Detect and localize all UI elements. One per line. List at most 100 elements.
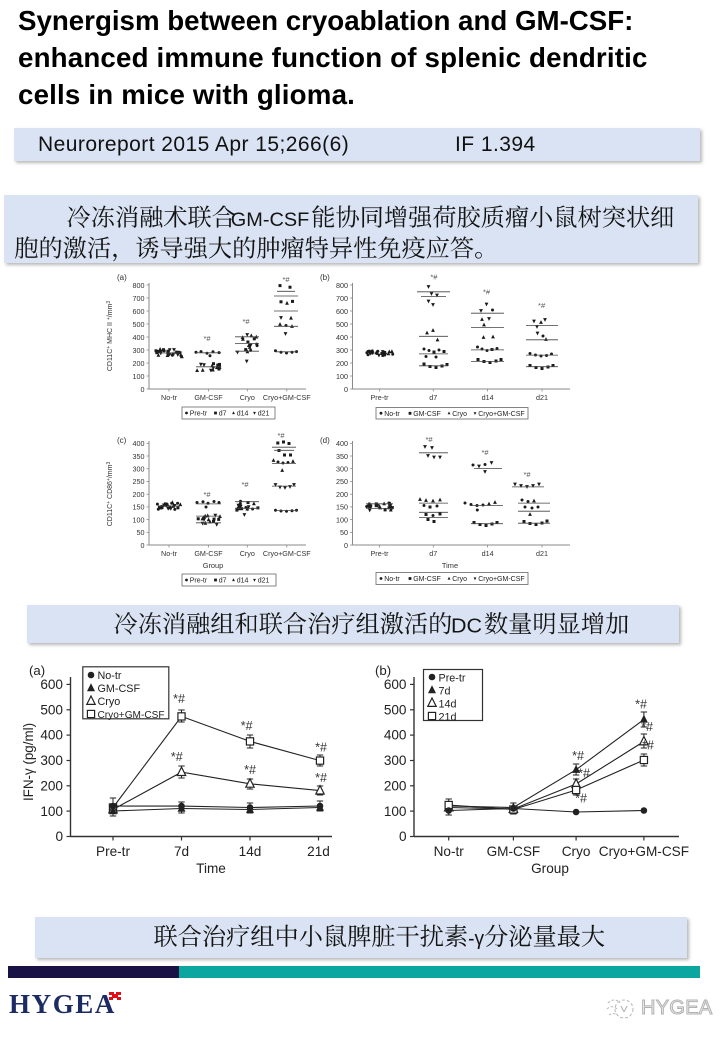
svg-text:*#: *#	[277, 431, 285, 440]
svg-text:400: 400	[133, 439, 145, 448]
svg-text:*#: *#	[203, 490, 211, 499]
svg-text:400: 400	[40, 728, 63, 743]
svg-text:600: 600	[40, 677, 63, 692]
svg-text:(b): (b)	[320, 273, 330, 282]
svg-text:0: 0	[55, 829, 63, 844]
svg-text:Group: Group	[203, 561, 224, 570]
svg-text:500: 500	[40, 702, 63, 717]
svg-text:d7: d7	[219, 411, 227, 418]
svg-text:GM-CSF: GM-CSF	[413, 576, 441, 583]
svg-text:No-tr: No-tr	[98, 670, 122, 682]
svg-text:14d: 14d	[239, 844, 262, 859]
svg-text:100: 100	[384, 804, 407, 819]
svg-text:(a): (a)	[117, 273, 127, 282]
svg-text:0: 0	[344, 385, 348, 394]
svg-text:GM-CSF: GM-CSF	[231, 209, 310, 231]
svg-text:21d: 21d	[439, 712, 457, 724]
svg-text:*#: *#	[481, 448, 489, 457]
svg-text:*#: *#	[241, 480, 249, 489]
svg-text:Cryo+GM-CSF: Cryo+GM-CSF	[478, 576, 524, 583]
svg-text:CD11C+ CD86+/mm3: CD11C+ CD86+/mm3	[106, 462, 114, 527]
svg-text:300: 300	[384, 753, 407, 768]
svg-text:200: 200	[384, 778, 407, 793]
svg-text:400: 400	[336, 333, 348, 342]
svg-text:50: 50	[340, 528, 348, 537]
svg-text:d14: d14	[237, 411, 249, 418]
svg-text:Time: Time	[442, 561, 458, 570]
svg-text:Cryo+GM-CSF: Cryo+GM-CSF	[98, 710, 165, 721]
svg-text:*#: *#	[242, 317, 250, 326]
svg-text:d21: d21	[258, 411, 270, 418]
svg-text:0: 0	[399, 829, 407, 844]
svg-text:700: 700	[133, 294, 145, 303]
svg-text:*#: *#	[171, 750, 183, 764]
svg-text:*#: *#	[203, 334, 211, 343]
svg-text:Group: Group	[531, 861, 569, 876]
svg-text:350: 350	[133, 452, 145, 461]
svg-text:(c): (c)	[117, 436, 127, 445]
svg-text:250: 250	[336, 477, 348, 486]
svg-text:100: 100	[336, 372, 348, 381]
svg-text:IFN-γ (pg/ml): IFN-γ (pg/ml)	[21, 723, 36, 801]
svg-text:d21: d21	[536, 549, 548, 558]
svg-text:GM-CSF: GM-CSF	[487, 844, 541, 859]
svg-text:500: 500	[133, 320, 145, 329]
svg-text:-γ: -γ	[468, 928, 484, 950]
svg-text:(b): (b)	[375, 663, 391, 678]
svg-text:600: 600	[336, 307, 348, 316]
svg-text:50: 50	[137, 528, 145, 537]
svg-text:200: 200	[133, 490, 145, 499]
svg-text:100: 100	[40, 804, 63, 819]
svg-text:Pre-tr: Pre-tr	[96, 844, 130, 859]
svg-text:100: 100	[133, 372, 145, 381]
svg-text:*#: *#	[483, 288, 491, 297]
svg-text:600: 600	[384, 677, 407, 692]
svg-text:150: 150	[336, 503, 348, 512]
svg-text:150: 150	[133, 503, 145, 512]
svg-text:d7: d7	[429, 549, 437, 558]
svg-text:14d: 14d	[439, 699, 457, 711]
svg-text:GM-CSF: GM-CSF	[98, 683, 141, 695]
svg-text:700: 700	[336, 294, 348, 303]
svg-text:*#: *#	[635, 698, 647, 712]
svg-text:400: 400	[384, 728, 407, 743]
svg-text:d7: d7	[429, 393, 437, 402]
svg-text:*#: *#	[282, 275, 290, 284]
svg-text:*#: *#	[641, 720, 653, 734]
svg-text:0: 0	[344, 541, 348, 550]
svg-text:Pre-tr: Pre-tr	[190, 578, 208, 585]
svg-text:No-tr: No-tr	[161, 393, 178, 402]
svg-text:*#: *#	[430, 273, 438, 282]
svg-text:100: 100	[133, 515, 145, 524]
svg-text:Pre-tr: Pre-tr	[439, 673, 466, 685]
svg-text:DC: DC	[451, 615, 482, 637]
svg-text:Pre-tr: Pre-tr	[371, 549, 390, 558]
svg-text:d14: d14	[482, 393, 494, 402]
svg-text:500: 500	[384, 702, 407, 717]
svg-text:*#: *#	[642, 739, 654, 753]
svg-text:*#: *#	[538, 301, 546, 310]
svg-text:d7: d7	[219, 578, 227, 585]
svg-text:GM-CSF: GM-CSF	[413, 411, 441, 418]
svg-text:(d): (d)	[320, 436, 330, 445]
svg-text:Cryo: Cryo	[240, 393, 255, 402]
svg-text:200: 200	[40, 778, 63, 793]
svg-text:*#: *#	[241, 719, 253, 733]
svg-text:350: 350	[336, 452, 348, 461]
svg-text:*#: *#	[575, 792, 587, 806]
svg-text:300: 300	[40, 753, 63, 768]
svg-text:800: 800	[336, 281, 348, 290]
svg-text:GM-CSF: GM-CSF	[194, 393, 223, 402]
svg-text:Pre-tr: Pre-tr	[190, 411, 208, 418]
svg-text:Pre-tr: Pre-tr	[371, 393, 390, 402]
svg-text:*#: *#	[244, 763, 256, 777]
svg-text:7d: 7d	[174, 844, 189, 859]
svg-text:Cryo: Cryo	[452, 411, 467, 418]
svg-text:d21: d21	[536, 393, 548, 402]
svg-text:200: 200	[336, 359, 348, 368]
svg-text:*#: *#	[578, 767, 590, 781]
svg-text:d14: d14	[237, 578, 249, 585]
svg-text:(a): (a)	[29, 663, 45, 678]
svg-text:d21: d21	[258, 578, 270, 585]
svg-text:200: 200	[133, 359, 145, 368]
